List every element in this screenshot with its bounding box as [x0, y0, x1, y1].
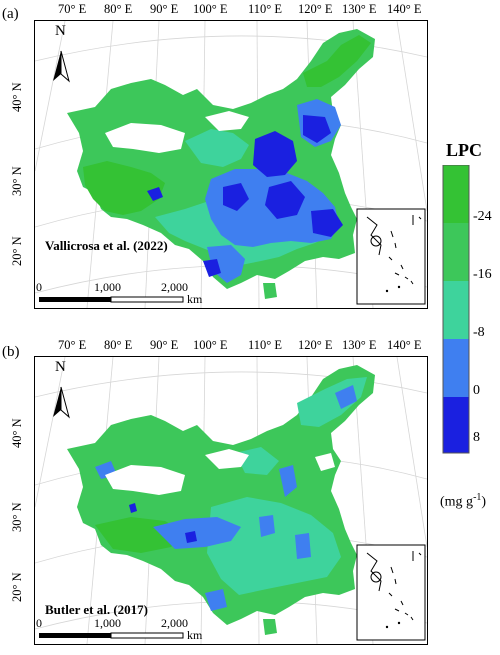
legend-unit: (mg g-1) — [440, 492, 486, 511]
lon-label: 90° E — [150, 2, 179, 16]
legend-swatch-bright-green — [443, 165, 469, 223]
lon-label: 120° E — [298, 338, 333, 352]
scale-label: 0 — [36, 280, 42, 294]
lon-label: 100° E — [193, 2, 228, 16]
lon-label: 130° E — [342, 338, 377, 352]
map-canvas — [35, 21, 427, 308]
legend-unit-text: (mg g — [440, 494, 474, 510]
map-frame: Butler et al. (2017) 0 1,000 2,000 km N — [34, 356, 428, 645]
scale-label: 2,000 — [161, 280, 188, 294]
lon-label: 90° E — [150, 338, 179, 352]
inset-map — [356, 544, 426, 641]
legend-unit-end: ) — [481, 494, 487, 510]
lon-label: 100° E — [193, 338, 228, 352]
legend-swatch-light-blue — [443, 339, 469, 397]
lpc-raster-b — [67, 365, 375, 635]
scale-bar — [39, 632, 184, 639]
north-arrow — [53, 50, 70, 83]
legend-tick: 0 — [473, 383, 480, 398]
lon-label: 140° E — [387, 2, 422, 16]
map-frame: Vallicrosa et al. (2022) 0 1,000 2,000 k… — [34, 20, 428, 309]
scale-unit: km — [187, 628, 203, 642]
legend-swatch-mint — [443, 281, 469, 339]
lon-label: 80° E — [104, 2, 133, 16]
legend-swatch-green — [443, 223, 469, 281]
scale-label: 2,000 — [161, 616, 188, 630]
lat-label: 40° N — [10, 418, 24, 448]
panel-label: (b) — [2, 344, 20, 360]
legend-unit-sup: -1 — [473, 492, 482, 503]
lon-label: 120° E — [298, 2, 333, 16]
panel-b: (b) 70° E 80° E 90° E 100° E 110° E 120°… — [0, 336, 430, 654]
lon-label: 80° E — [104, 338, 133, 352]
legend-title: LPC — [446, 140, 482, 160]
lat-label: 20° N — [10, 572, 24, 602]
north-arrow — [53, 386, 70, 419]
panel-label: (a) — [2, 6, 19, 22]
lpc-raster-a — [67, 29, 375, 299]
panel-a: (a) 70° E 80° E 90° E 100° E 110° E 120°… — [0, 0, 430, 318]
scale-label: 1,000 — [94, 616, 121, 630]
north-label: N — [55, 23, 66, 39]
lon-label: 70° E — [58, 338, 87, 352]
scale-label: 1,000 — [94, 280, 121, 294]
lat-label: 30° N — [10, 502, 24, 532]
scale-label: 0 — [36, 616, 42, 630]
lon-label: 130° E — [342, 2, 377, 16]
lon-label: 110° E — [248, 2, 283, 16]
legend-tick: -8 — [473, 325, 485, 340]
map-canvas — [35, 357, 427, 644]
lat-label: 40° N — [10, 82, 24, 112]
legend-swatch-dark-blue — [443, 397, 469, 453]
legend-tick: 8 — [473, 430, 480, 445]
lon-label: 70° E — [58, 2, 87, 16]
legend-tick: -24 — [473, 209, 492, 224]
inset-map — [356, 208, 426, 305]
source-label: Vallicrosa et al. (2022) — [45, 238, 168, 253]
legend-tick: -16 — [473, 267, 492, 282]
lat-label: 20° N — [10, 236, 24, 266]
scale-bar — [39, 296, 184, 303]
lat-label: 30° N — [10, 166, 24, 196]
legend-colorbar — [442, 165, 470, 454]
legend: LPC -24 -16 -8 0 8 (mg g-1) — [434, 140, 500, 520]
scale-unit: km — [187, 292, 203, 306]
lon-label: 140° E — [387, 338, 422, 352]
lon-label: 110° E — [248, 338, 283, 352]
north-label: N — [55, 359, 66, 375]
source-label: Butler et al. (2017) — [45, 602, 149, 617]
